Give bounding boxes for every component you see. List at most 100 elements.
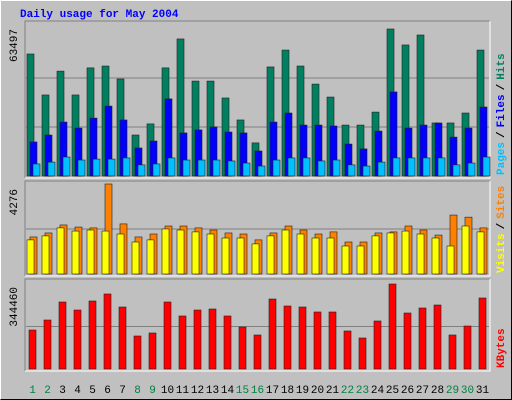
bar — [146, 239, 155, 275]
bar — [62, 156, 71, 177]
x-tick-label: 11 — [176, 385, 190, 397]
bar — [58, 301, 67, 370]
bar — [332, 159, 341, 177]
x-tick-label: 25 — [386, 385, 399, 397]
bar — [377, 161, 386, 177]
bar — [401, 230, 410, 275]
x-tick-label: 2 — [44, 385, 51, 397]
bar — [298, 306, 307, 370]
bar — [356, 245, 365, 275]
x-tick-label: 13 — [206, 385, 219, 397]
legend-entry: KBytes — [496, 328, 508, 368]
bar — [176, 229, 185, 275]
legend-entry: Sites — [496, 186, 508, 219]
y-tick-label: 63497 — [9, 29, 21, 62]
bar — [26, 239, 35, 275]
x-tick-label: 28 — [431, 385, 444, 397]
x-tick-label: 8 — [134, 385, 141, 397]
legend-entry: Hits — [496, 53, 508, 79]
bar — [476, 231, 485, 275]
bar — [163, 301, 172, 370]
bar — [43, 319, 52, 370]
bar — [131, 241, 140, 275]
bar — [41, 235, 50, 275]
x-tick-label: 17 — [266, 385, 279, 397]
x-tick-label: 24 — [371, 385, 385, 397]
bar — [388, 283, 397, 370]
legend: Visits / Sites — [496, 186, 508, 273]
bar — [238, 326, 247, 370]
x-tick-label: 22 — [341, 385, 354, 397]
x-tick-label: 7 — [119, 385, 126, 397]
bar — [296, 233, 305, 275]
x-tick-label: 23 — [356, 385, 369, 397]
bar — [137, 164, 146, 177]
bar — [122, 157, 131, 177]
bar — [133, 335, 142, 370]
bar — [461, 225, 470, 275]
bar — [253, 334, 262, 370]
bar — [167, 157, 176, 177]
legend-separator: / — [496, 131, 508, 138]
x-tick-label: 10 — [161, 385, 174, 397]
x-tick-label: 12 — [191, 385, 204, 397]
bar — [73, 309, 82, 370]
bar — [182, 159, 191, 177]
bar — [326, 237, 335, 275]
bar — [227, 160, 236, 177]
bar — [86, 229, 95, 275]
bar — [118, 306, 127, 370]
bar — [193, 309, 202, 370]
bar — [212, 159, 221, 177]
bar — [101, 230, 110, 275]
bar — [281, 229, 290, 275]
bar — [71, 230, 80, 275]
bar — [362, 165, 371, 177]
legend-entry: Pages — [496, 142, 508, 175]
bar — [47, 161, 56, 177]
bar — [386, 232, 395, 275]
bar — [148, 332, 157, 370]
bar — [317, 160, 326, 177]
bar — [206, 233, 215, 275]
legend: Pages / Files / Hits — [496, 53, 508, 175]
bar — [478, 297, 487, 370]
bar — [343, 330, 352, 370]
bar — [236, 237, 245, 275]
bar — [403, 312, 412, 370]
x-tick-label: 30 — [461, 385, 474, 397]
legend: KBytes — [496, 328, 508, 368]
legend-entry: Files — [496, 94, 508, 127]
bar — [266, 235, 275, 275]
bar — [392, 157, 401, 177]
bar — [161, 228, 170, 275]
legend-separator: / — [496, 222, 508, 229]
plot-border-light — [25, 279, 491, 372]
x-tick-label: 6 — [104, 385, 111, 397]
bar — [422, 157, 431, 177]
bar — [178, 315, 187, 370]
bar — [371, 235, 380, 275]
x-tick-label: 31 — [476, 385, 490, 397]
bar — [103, 293, 112, 370]
x-tick-label: 27 — [416, 385, 429, 397]
bar — [446, 245, 455, 275]
plot-border-dark — [24, 180, 490, 276]
bar — [407, 157, 416, 177]
bar — [373, 320, 382, 370]
bar — [257, 165, 266, 177]
x-tick-label: 20 — [311, 385, 324, 397]
legend-separator: / — [496, 83, 508, 90]
bar — [268, 298, 277, 370]
bar — [221, 237, 230, 275]
plot-border-dark — [24, 278, 490, 371]
plot-border-light — [25, 181, 491, 277]
bar — [341, 245, 350, 275]
bar — [107, 158, 116, 177]
chart-title: Daily usage for May 2004 — [20, 9, 179, 21]
x-tick-label: 1 — [29, 385, 36, 397]
x-tick-label: 18 — [281, 385, 294, 397]
legend-entry: Visits — [496, 233, 508, 273]
